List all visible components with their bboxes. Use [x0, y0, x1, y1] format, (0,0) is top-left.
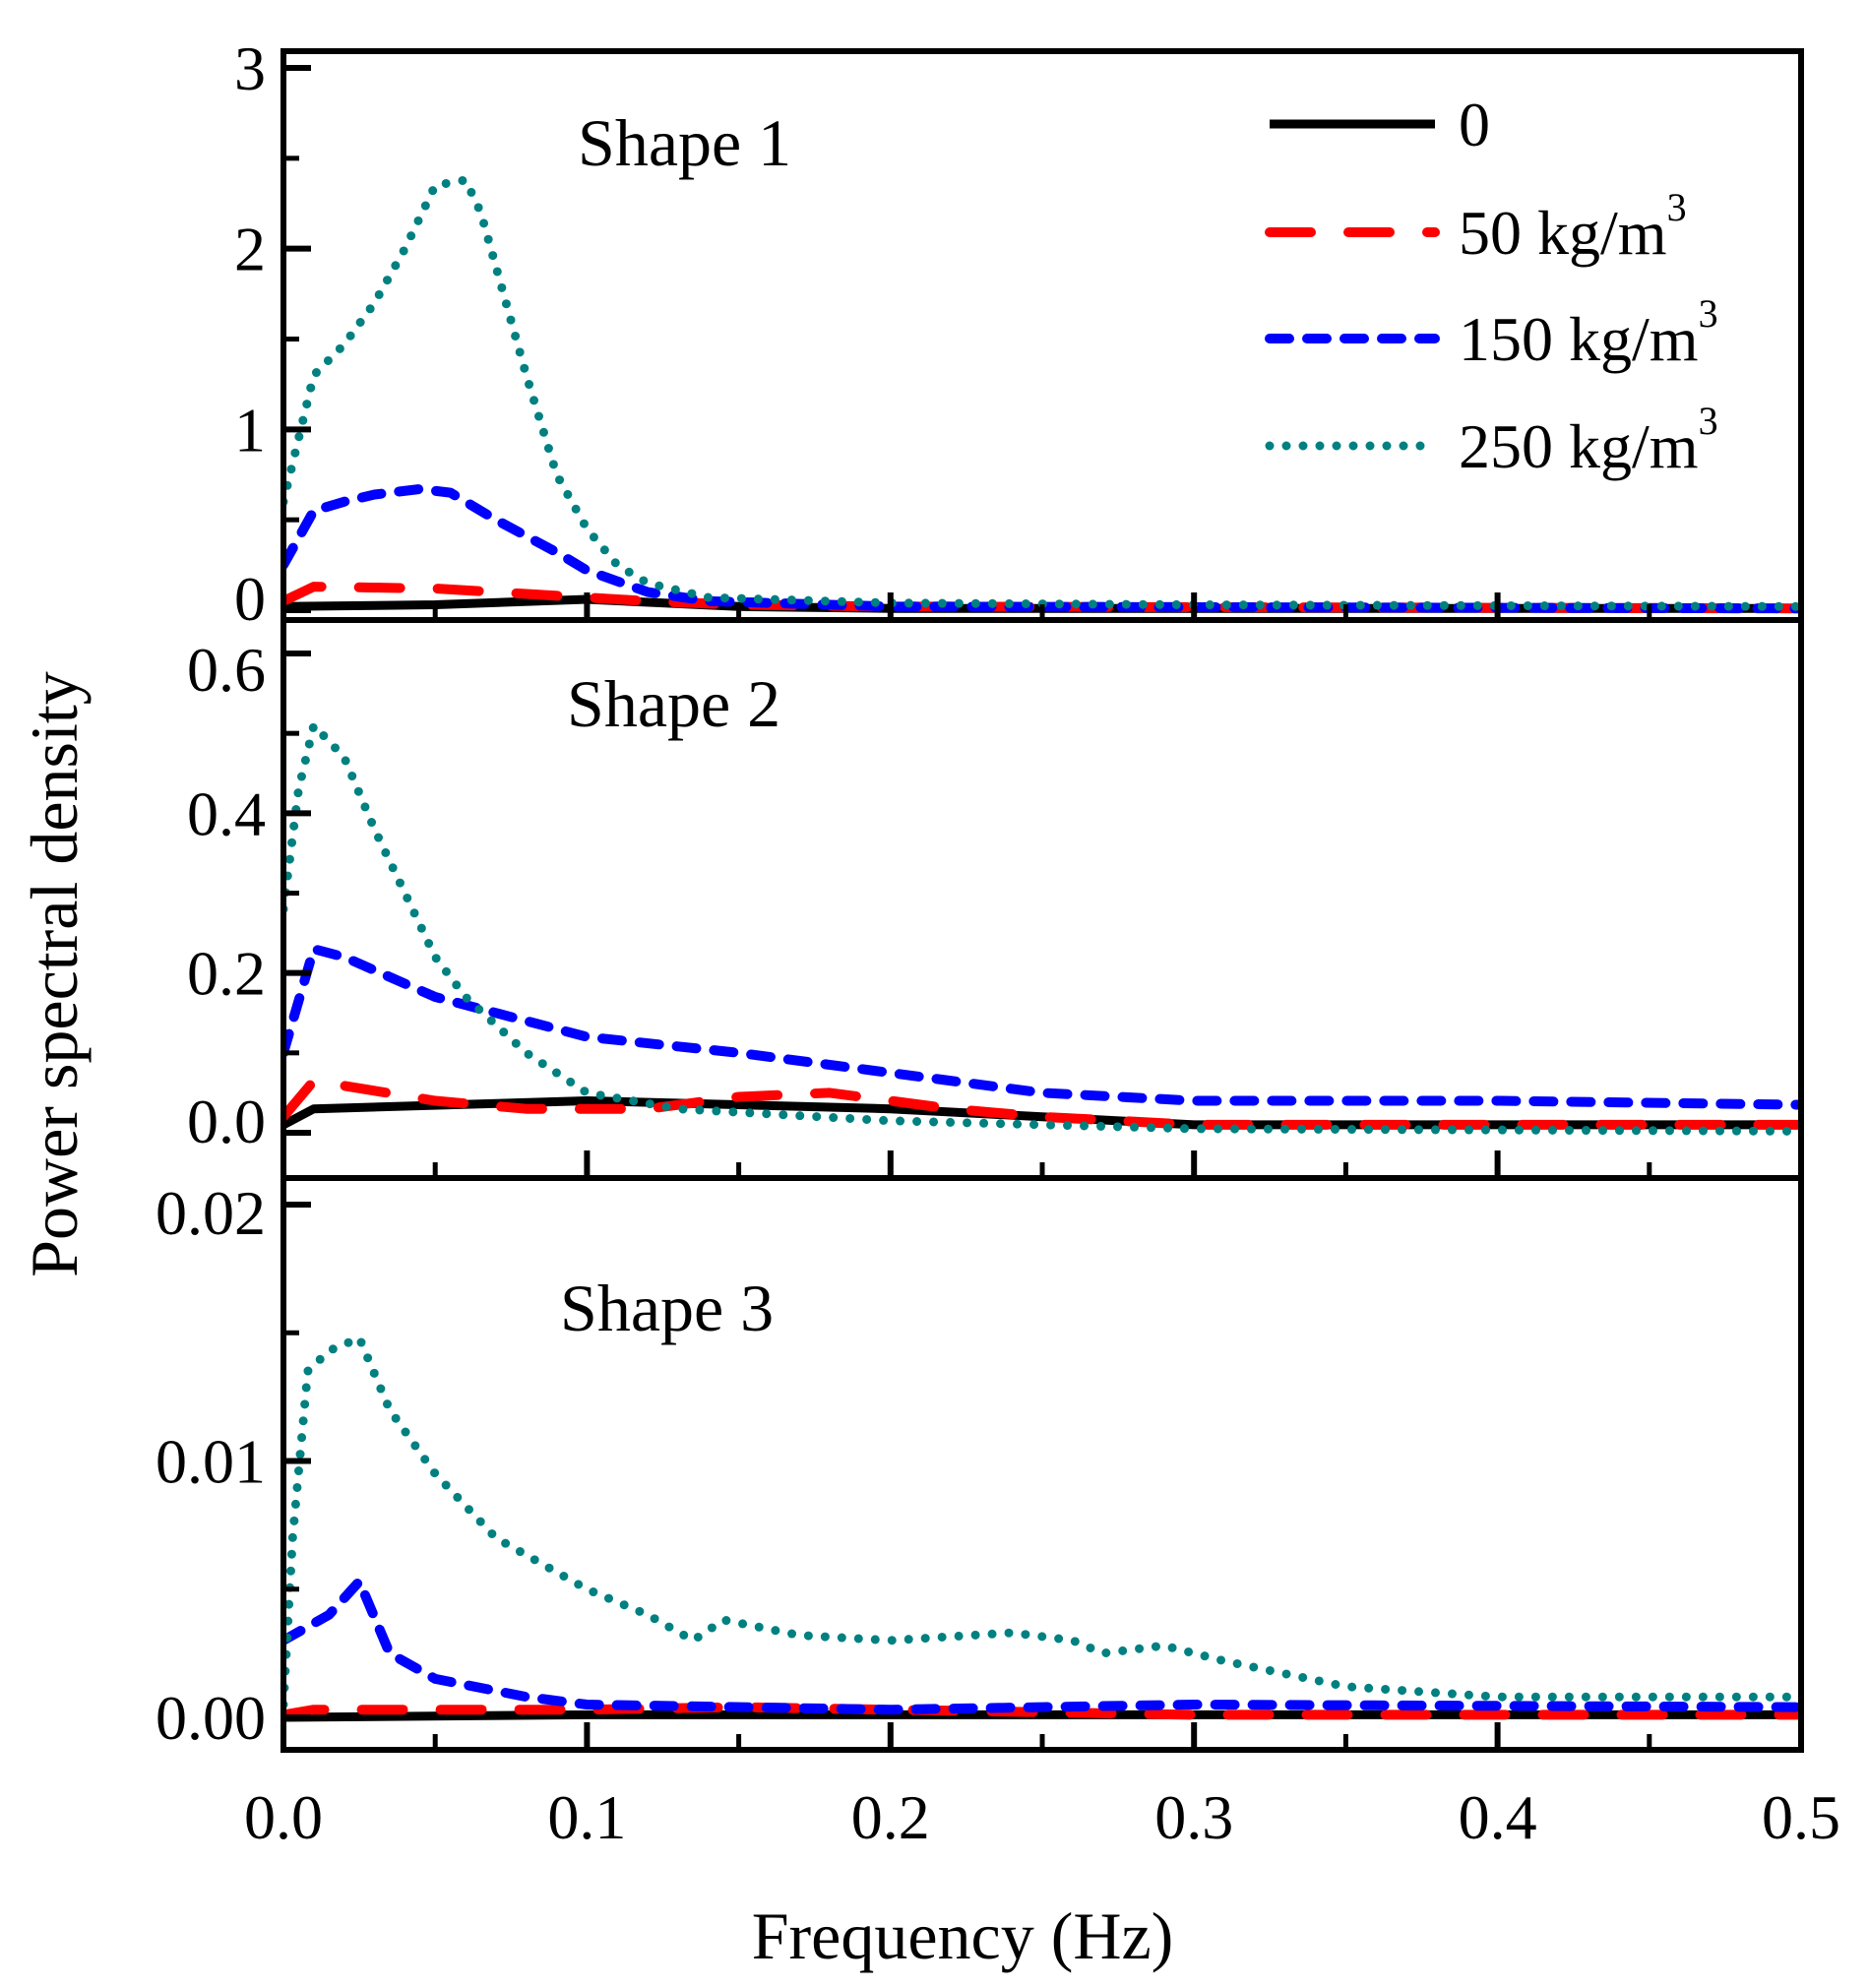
panel-2: 0.0 0.2 0.4 0.6 Shape 2	[187, 617, 1804, 1181]
legend-label: 0	[1459, 90, 1490, 159]
y-tick-label: 0.4	[187, 778, 266, 848]
panel-title: Shape 2	[567, 666, 780, 741]
y-tick-label: 0.0	[187, 1087, 266, 1156]
panel-frame	[280, 617, 1804, 1181]
panel-1: 0 1 2 3 Shape 1	[234, 33, 1804, 634]
x-tick-label: 0.0	[244, 1782, 323, 1852]
y-tick-label: 2	[234, 215, 266, 284]
panel-title: Shape 3	[560, 1271, 774, 1345]
legend-label: 50 kg/m3	[1459, 185, 1687, 268]
panel-title: Shape 1	[578, 105, 791, 180]
series-line-50	[283, 1076, 1801, 1130]
panel-frame	[280, 1175, 1804, 1753]
y-tick-label: 3	[234, 33, 266, 103]
y-tick-label: 0.6	[187, 635, 266, 705]
y-tick-label: 0	[234, 564, 266, 634]
series-line-150	[283, 1576, 1801, 1715]
y-tick-label: 0.01	[156, 1427, 266, 1497]
y-tick-label: 1	[234, 395, 266, 465]
series-line-250	[283, 175, 1801, 611]
x-tick-label: 0.1	[547, 1782, 626, 1852]
x-axis-label: Frequency (Hz)	[752, 1898, 1174, 1973]
legend-item: 50 kg/m3	[1265, 185, 1687, 268]
x-tick-label: 0.2	[851, 1782, 930, 1852]
legend-item: 150 kg/m3	[1265, 291, 1718, 374]
legend: 0 50 kg/m3 150 kg/m3 250 kg/m3	[1265, 90, 1718, 481]
y-axis-label: Power spectral density	[17, 671, 92, 1277]
x-tick-label: 0.5	[1762, 1782, 1840, 1852]
y-tick-label: 0.02	[156, 1178, 266, 1248]
x-tick-label: 0.3	[1154, 1782, 1233, 1852]
x-tick-label: 0.4	[1459, 1782, 1537, 1852]
y-tick-label: 0.00	[156, 1683, 266, 1753]
y-tick-label: 0.2	[187, 939, 266, 1009]
series-line-150	[283, 944, 1801, 1110]
legend-item: 250 kg/m3	[1265, 399, 1718, 481]
legend-label: 250 kg/m3	[1459, 399, 1718, 481]
series-line-50	[283, 1702, 1801, 1720]
series-line-250	[283, 720, 1801, 1136]
series-line-250	[283, 1334, 1801, 1709]
legend-label: 150 kg/m3	[1459, 291, 1718, 374]
legend-item: 0	[1270, 90, 1490, 159]
panel-3: 0.00 0.01 0.02 Shape 3 0.0 0.1 0.2 0.3 0.4 0.5	[156, 1175, 1840, 1852]
series-line-150	[283, 483, 1801, 614]
